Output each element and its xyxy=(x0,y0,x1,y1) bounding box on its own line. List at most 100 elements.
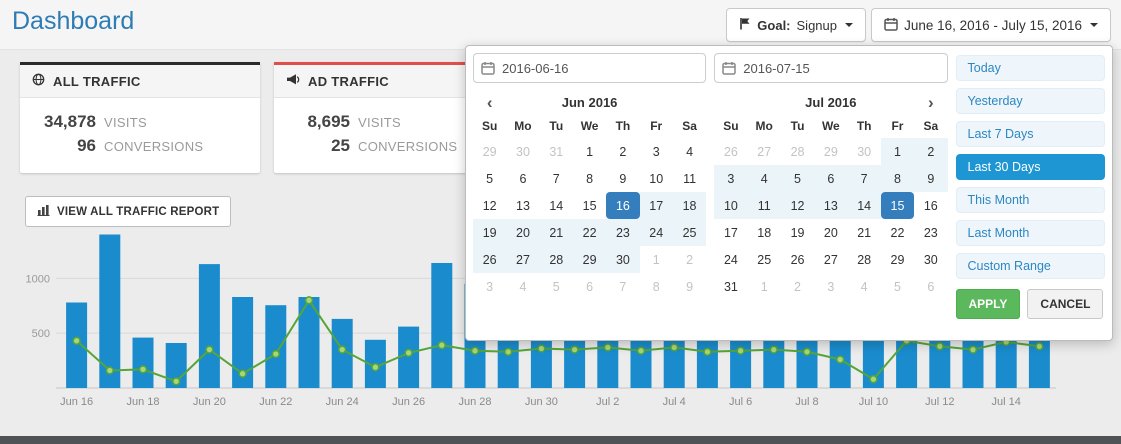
start-date-input[interactable] xyxy=(473,53,707,83)
calendar-day[interactable]: 31 xyxy=(549,144,564,159)
calendar-day[interactable]: 23 xyxy=(606,219,640,246)
calendar-day[interactable]: 19 xyxy=(473,219,507,246)
calendar-day[interactable]: 8 xyxy=(880,165,915,192)
date-range-button[interactable]: June 16, 2016 - July 15, 2016 xyxy=(871,8,1111,42)
cancel-button[interactable]: CANCEL xyxy=(1027,289,1104,319)
range-item-last-month[interactable]: Last Month xyxy=(955,220,1106,246)
conversions-point[interactable] xyxy=(935,342,944,351)
calendar-day[interactable]: 21 xyxy=(539,219,573,246)
conversions-point[interactable] xyxy=(371,363,380,372)
calendar-day[interactable]: 29 xyxy=(890,252,905,267)
calendar-day[interactable]: 6 xyxy=(927,279,935,294)
calendar-day[interactable]: 2 xyxy=(914,138,948,165)
calendar-day[interactable]: 27 xyxy=(506,246,540,273)
calendar-day[interactable]: 28 xyxy=(857,252,872,267)
end-date-input[interactable] xyxy=(714,53,948,83)
conversions-point[interactable] xyxy=(836,355,845,364)
calendar-day[interactable]: 5 xyxy=(780,165,815,192)
visits-bar[interactable] xyxy=(99,234,121,389)
calendar-day[interactable]: 16 xyxy=(923,198,938,213)
calendar-day[interactable]: 5 xyxy=(552,279,560,294)
range-item-this-month[interactable]: This Month xyxy=(955,187,1106,213)
calendar-day[interactable]: 5 xyxy=(893,279,901,294)
calendar-day[interactable]: 1 xyxy=(760,279,768,294)
calendar-day[interactable]: 7 xyxy=(619,279,627,294)
calendar-day[interactable]: 12 xyxy=(780,192,815,219)
calendar-day[interactable]: 21 xyxy=(857,225,872,240)
visits-bar[interactable] xyxy=(198,264,220,388)
visits-bar[interactable] xyxy=(265,305,287,388)
calendar-day[interactable]: 1 xyxy=(880,138,915,165)
calendar-day[interactable]: 3 xyxy=(486,279,494,294)
calendar-day[interactable]: 6 xyxy=(586,279,594,294)
calendar-day[interactable]: 3 xyxy=(714,165,748,192)
calendar-day[interactable]: 11 xyxy=(747,192,781,219)
visits-bar[interactable] xyxy=(431,263,453,388)
calendar-day[interactable]: 26 xyxy=(473,246,507,273)
calendar-day[interactable]: 30 xyxy=(923,252,938,267)
calendar-day[interactable]: 22 xyxy=(572,219,607,246)
range-item-last-7-days[interactable]: Last 7 Days xyxy=(955,121,1106,147)
calendar-day[interactable]: 19 xyxy=(790,225,805,240)
calendar-day[interactable]: 8 xyxy=(652,279,660,294)
calendar-day[interactable]: 15 xyxy=(582,198,597,213)
calendar-day[interactable]: 16 xyxy=(606,192,640,219)
calendar-day[interactable]: 18 xyxy=(757,225,772,240)
conversions-point[interactable] xyxy=(238,369,247,378)
range-item-custom-range[interactable]: Custom Range xyxy=(955,253,1106,279)
conversions-point[interactable] xyxy=(437,341,446,350)
conversions-point[interactable] xyxy=(769,345,778,354)
conversions-point[interactable] xyxy=(968,345,978,354)
calendar-day[interactable]: 4 xyxy=(747,165,781,192)
calendar-day[interactable]: 9 xyxy=(914,165,948,192)
range-item-last-30-days[interactable]: Last 30 Days xyxy=(955,154,1106,180)
calendar-day[interactable]: 1 xyxy=(652,252,660,267)
apply-button[interactable]: APPLY xyxy=(955,289,1021,319)
conversions-point[interactable] xyxy=(736,346,745,355)
conversions-point[interactable] xyxy=(72,336,81,345)
calendar-day[interactable]: 30 xyxy=(606,246,640,273)
calendar-day[interactable]: 29 xyxy=(823,144,838,159)
calendar-day[interactable]: 29 xyxy=(482,144,497,159)
goal-selector-button[interactable]: Goal: Signup xyxy=(726,8,866,42)
calendar-next-icon[interactable]: › xyxy=(927,92,934,112)
calendar-day[interactable]: 17 xyxy=(639,192,673,219)
calendar-day[interactable]: 12 xyxy=(482,198,497,213)
calendar-day[interactable]: 10 xyxy=(649,171,664,186)
calendar-day[interactable]: 17 xyxy=(723,225,738,240)
visits-bar[interactable] xyxy=(66,302,88,389)
calendar-day[interactable]: 3 xyxy=(652,144,660,159)
conversions-point[interactable] xyxy=(636,346,646,355)
calendar-day[interactable]: 4 xyxy=(519,279,527,294)
conversions-point[interactable] xyxy=(802,347,812,356)
calendar-day[interactable]: 30 xyxy=(516,144,530,159)
calendar-day[interactable]: 8 xyxy=(586,171,594,186)
calendar-day[interactable]: 23 xyxy=(923,225,938,240)
range-item-today[interactable]: Today xyxy=(955,55,1106,81)
calendar-day[interactable]: 2 xyxy=(686,252,694,267)
calendar-day[interactable]: 26 xyxy=(723,144,738,159)
conversions-point[interactable] xyxy=(205,345,214,354)
calendar-day[interactable]: 7 xyxy=(552,171,560,186)
conversions-point[interactable] xyxy=(404,348,413,358)
calendar-day[interactable]: 1 xyxy=(586,144,594,159)
calendar-day[interactable]: 26 xyxy=(790,252,805,267)
calendar-day[interactable]: 9 xyxy=(619,171,627,186)
calendar-day[interactable]: 27 xyxy=(757,144,772,159)
calendar-day[interactable]: 31 xyxy=(723,279,738,294)
visits-bar[interactable] xyxy=(298,297,320,388)
calendar-day[interactable]: 9 xyxy=(686,279,694,294)
calendar-day[interactable]: 20 xyxy=(823,225,838,240)
calendar-day[interactable]: 25 xyxy=(672,219,707,246)
calendar-day[interactable]: 7 xyxy=(847,165,881,192)
calendar-day[interactable]: 14 xyxy=(549,198,564,213)
calendar-day[interactable]: 10 xyxy=(714,192,748,219)
calendar-day[interactable]: 18 xyxy=(672,192,707,219)
conversions-point[interactable] xyxy=(338,345,347,354)
conversions-point[interactable] xyxy=(570,345,579,354)
calendar-day[interactable]: 20 xyxy=(506,219,540,246)
calendar-day[interactable]: 2 xyxy=(619,144,627,159)
conversions-point[interactable] xyxy=(537,344,546,353)
conversions-point[interactable] xyxy=(670,343,679,352)
calendar-day[interactable]: 27 xyxy=(823,252,838,267)
